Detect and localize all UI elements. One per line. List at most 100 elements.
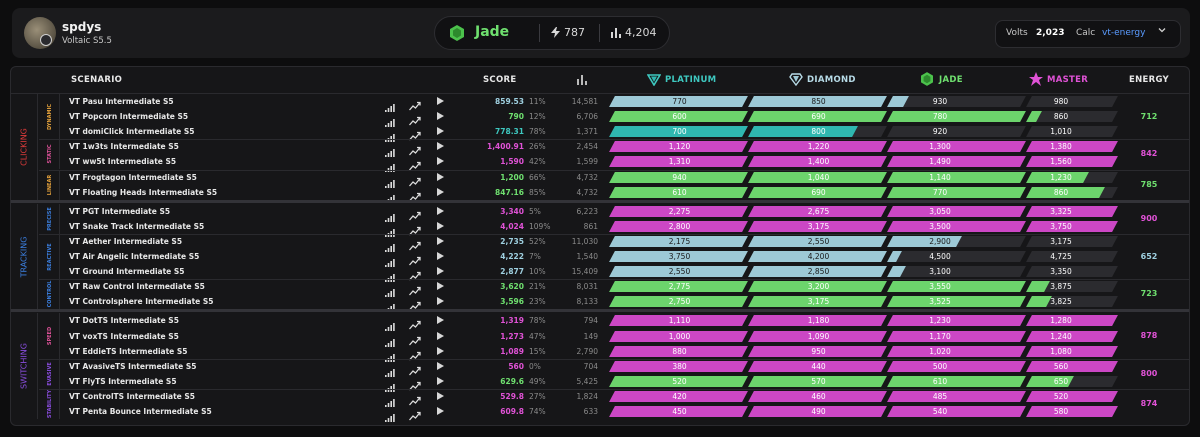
table-row[interactable]: VT PGT Intermediate S5 3,340 5% 6,223: [61, 204, 1189, 222]
trend-icon[interactable]: [409, 126, 421, 145]
play-button[interactable]: [437, 187, 444, 196]
table-row[interactable]: VT Penta Bounce Intermediate S5 609.8 74% 6…: [61, 404, 1189, 422]
scenario-name[interactable]: VT Pasu Intermediate S5: [69, 97, 174, 106]
scenario-name[interactable]: VT FlyTS Intermediate S5: [69, 376, 177, 386]
category-label: TRACKING: [19, 236, 29, 277]
scenario-name[interactable]: VT EddieTS Intermediate S5: [69, 346, 188, 356]
trend-icon[interactable]: [409, 111, 421, 130]
table-row[interactable]: VT EddieTS Intermediate S5 1,089 15% 2,790: [61, 344, 1189, 362]
play-button[interactable]: [437, 316, 444, 325]
trend-icon[interactable]: [409, 346, 421, 365]
trend-icon[interactable]: [409, 266, 421, 285]
signal-icon[interactable]: [385, 316, 395, 335]
trend-icon[interactable]: [409, 141, 421, 160]
play-button[interactable]: [437, 252, 444, 260]
scenario-header[interactable]: SCENARIO: [71, 75, 123, 85]
play-button[interactable]: [437, 297, 444, 306]
play-button[interactable]: [437, 206, 444, 215]
trend-icon[interactable]: [409, 251, 421, 270]
trend-icon[interactable]: [409, 391, 421, 410]
signal-icon[interactable]: [385, 112, 395, 131]
trend-icon[interactable]: [409, 406, 421, 425]
signal-icon[interactable]: [385, 392, 395, 411]
avatar[interactable]: [24, 17, 56, 49]
scenario-name[interactable]: VT Frogtagon Intermediate S5: [69, 172, 197, 182]
signal-icon[interactable]: [385, 173, 395, 192]
scenario-name[interactable]: VT DotTS Intermediate S5: [69, 316, 179, 326]
trend-icon[interactable]: [409, 376, 421, 395]
table-row[interactable]: VT Air Angelic Intermediate S5 4,222 7% 1,5…: [61, 249, 1189, 267]
scenario-name[interactable]: VT Raw Control Intermediate S5: [69, 282, 205, 292]
signal-icon[interactable]: [385, 207, 395, 226]
table-row[interactable]: VT Ground Intermediate S5 2,877 10% 15,409: [61, 264, 1189, 283]
scenario-name[interactable]: VT voxTS Intermediate S5: [69, 331, 179, 341]
trend-icon[interactable]: [409, 221, 421, 240]
trend-icon[interactable]: [409, 206, 421, 225]
signal-icon[interactable]: [385, 97, 395, 116]
play-button[interactable]: [437, 112, 444, 121]
scenario-name[interactable]: VT Snake Track Intermediate S5: [69, 221, 205, 231]
signal-icon[interactable]: [385, 407, 395, 425]
scenario-name[interactable]: VT Air Angelic Intermediate S5: [69, 252, 200, 261]
scenario-name[interactable]: VT Popcorn Intermediate S5: [69, 112, 189, 122]
leaderboard-header-icon[interactable]: [577, 75, 587, 85]
trend-icon[interactable]: [409, 331, 421, 350]
trend-icon[interactable]: [409, 361, 421, 380]
score-value: 790: [508, 112, 524, 122]
scenario-name[interactable]: VT domiClick Intermediate S5: [69, 127, 195, 137]
play-button[interactable]: [437, 282, 444, 291]
trend-icon[interactable]: [409, 315, 421, 334]
signal-icon[interactable]: [385, 252, 395, 271]
score-header[interactable]: SCORE: [483, 75, 517, 85]
table-row[interactable]: VT voxTS Intermediate S5 1,273 47% 149: [61, 329, 1189, 347]
scenario-name[interactable]: VT ControlTS Intermediate S5: [69, 391, 195, 401]
scenario-name[interactable]: VT Aether Intermediate S5: [69, 236, 183, 246]
table-row[interactable]: VT AvasiveTS Intermediate S5 560 0% 704: [61, 359, 1189, 377]
table-row[interactable]: VT Aether Intermediate S5 2,735 52% 11,030: [61, 234, 1189, 252]
play-button[interactable]: [437, 407, 444, 415]
play-button[interactable]: [437, 172, 444, 181]
play-button[interactable]: [437, 361, 444, 370]
play-button[interactable]: [437, 391, 444, 400]
play-button[interactable]: [437, 331, 444, 340]
scenario-name[interactable]: VT 1w3ts Intermediate S5: [69, 142, 179, 152]
signal-icon[interactable]: [385, 237, 395, 256]
play-button[interactable]: [437, 346, 444, 355]
scenario-name[interactable]: VT AvasiveTS Intermediate S5: [69, 361, 197, 371]
scenario-name[interactable]: VT ww5t Intermediate S5: [69, 157, 177, 167]
play-button[interactable]: [437, 267, 444, 276]
signal-icon[interactable]: [385, 142, 395, 161]
play-button[interactable]: [437, 376, 444, 385]
table-row[interactable]: VT DotTS Intermediate S5 1,319 78% 794: [61, 313, 1189, 332]
table-row[interactable]: VT Frogtagon Intermediate S5 1,200 66% 4,73…: [61, 170, 1189, 188]
trend-icon[interactable]: [409, 172, 421, 191]
signal-icon[interactable]: [385, 282, 395, 301]
trend-icon[interactable]: [409, 281, 421, 300]
table-row[interactable]: VT 1w3ts Intermediate S5 1,400.91 26% 2,454: [61, 139, 1189, 158]
scenario-name[interactable]: VT Ground Intermediate S5: [69, 267, 185, 277]
play-button[interactable]: [437, 97, 444, 105]
trend-icon[interactable]: [409, 296, 421, 315]
table-row[interactable]: VT Pasu Intermediate S5 859.53 11% 14,581: [61, 94, 1189, 112]
play-button[interactable]: [437, 127, 444, 136]
table-row[interactable]: VT ControlTS Intermediate S5 529.8 27% 1,82…: [61, 389, 1189, 407]
signal-icon[interactable]: [385, 332, 395, 351]
scenario-name[interactable]: VT Penta Bounce Intermediate S5: [69, 407, 212, 416]
chevron-down-icon[interactable]: [1158, 26, 1166, 37]
scenario-name[interactable]: VT Controlsphere Intermediate S5: [69, 297, 214, 307]
trend-icon[interactable]: [409, 156, 421, 175]
table-row[interactable]: VT Raw Control Intermediate S5 3,620 21% 8,…: [61, 279, 1189, 298]
scenario-name[interactable]: VT PGT Intermediate S5: [69, 206, 171, 216]
volts-calc-selector[interactable]: Volts 2,023 Calc vt-energy: [995, 20, 1181, 48]
trend-icon[interactable]: [409, 236, 421, 255]
trend-icon[interactable]: [409, 187, 421, 206]
play-button[interactable]: [437, 221, 444, 230]
signal-icon[interactable]: [385, 362, 395, 381]
trend-icon[interactable]: [409, 96, 421, 115]
play-button[interactable]: [437, 142, 444, 151]
table-row[interactable]: VT Popcorn Intermediate S5 790 12% 6,706: [61, 109, 1189, 128]
play-button[interactable]: [437, 157, 444, 166]
scenario-name[interactable]: VT Floating Heads Intermediate S5: [69, 187, 218, 197]
table-row[interactable]: VT ww5t Intermediate S5 1,590 42% 1,599: [61, 154, 1189, 173]
play-button[interactable]: [437, 236, 444, 245]
